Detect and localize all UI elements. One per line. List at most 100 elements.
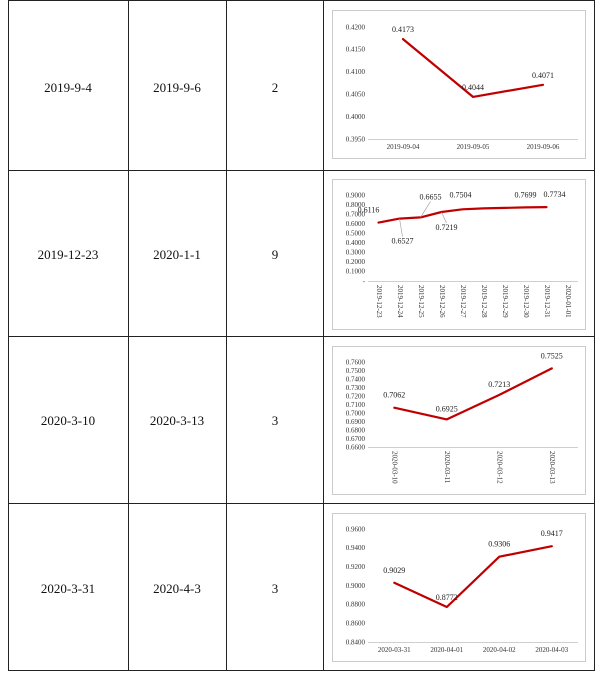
row-2-end-date: 2020-1-1	[153, 247, 201, 262]
y-tick-label: 0.6600	[346, 443, 366, 451]
y-tick-label: 0.6000	[346, 220, 366, 228]
chart-1: 0.4200 0.4150 0.4100 0.4050 0.4000 0.3950 2019…	[346, 23, 578, 151]
y-tick-label: 0.4150	[346, 46, 366, 54]
table-border	[8, 0, 595, 671]
x-tick-label: 2019-12-31	[543, 285, 551, 318]
y-tick-label: 0.3950	[346, 135, 366, 143]
x-tick-label: 2019-12-29	[501, 285, 509, 318]
x-tick-label: 2019-12-24	[396, 285, 404, 318]
x-tick-label: 2019-12-27	[459, 285, 467, 318]
data-label: 0.6655	[420, 192, 442, 201]
chart-4-frame	[332, 513, 586, 662]
row-4-count: 3	[272, 581, 279, 596]
y-tick-label: 0.9600	[346, 525, 366, 533]
y-tick-label: 0.7200	[346, 392, 366, 400]
data-label: 0.4044	[462, 83, 484, 92]
y-tick-label: 0.2000	[346, 258, 366, 266]
data-label: 0.9029	[383, 566, 405, 575]
chart-4: 0.9600 0.9400 0.9200 0.9000 0.8800 0.8600 0.84…	[346, 525, 578, 654]
series-line	[393, 367, 553, 421]
row-2-start-date: 2019-12-23	[38, 247, 99, 262]
row-1-count: 2	[272, 80, 279, 95]
data-label: 0.7062	[383, 391, 405, 400]
y-tick-label: 0.8400	[346, 638, 366, 646]
data-label: 0.8772	[436, 593, 458, 602]
y-tick-label: 0.8000	[346, 201, 366, 209]
chart-3-frame	[332, 346, 586, 495]
x-tick-label: 2019-12-28	[480, 285, 488, 318]
data-label: 0.4173	[392, 25, 414, 34]
data-label-leader	[399, 218, 403, 237]
row-1-start-date: 2019-9-4	[44, 80, 92, 95]
series-line	[401, 37, 545, 99]
x-tick-label: 2019-09-05	[457, 143, 490, 151]
data-label-leader	[441, 211, 447, 224]
y-tick-label: 0.7300	[346, 384, 366, 392]
y-tick-label: 0.1000	[346, 268, 366, 276]
x-tick-label: 2020-04-01	[430, 646, 463, 654]
y-tick-label: 0.3000	[346, 249, 366, 257]
x-tick-label: 2020-03-31	[378, 646, 411, 654]
data-label: 0.7734	[544, 190, 566, 199]
series-line	[393, 545, 553, 609]
x-tick-label: 2019-09-04	[387, 143, 420, 151]
y-tick-label: 0.7400	[346, 375, 366, 383]
y-tick-label: 0.6900	[346, 418, 366, 426]
row-4-end-date: 2020-4-3	[153, 581, 201, 596]
data-label: 0.7699	[515, 190, 537, 199]
y-tick-label: 0.4000	[346, 239, 366, 247]
y-tick-label: 0.5000	[346, 230, 366, 238]
y-tick-label: 0.9000	[346, 191, 366, 199]
y-tick-label: 0.7000	[346, 210, 366, 218]
y-tick-label: 0.9200	[346, 563, 366, 571]
x-tick-label: 2020-04-02	[483, 646, 516, 654]
y-tick-label: 0.4200	[346, 23, 366, 31]
series-line	[377, 206, 548, 224]
chart-2-frame	[332, 179, 586, 330]
data-label: 0.7219	[436, 223, 458, 232]
row-3-start-date: 2020-3-10	[41, 413, 95, 428]
x-tick-label: 2020-03-12	[496, 451, 504, 484]
x-tick-label: 2019-12-30	[522, 285, 530, 318]
x-tick-label: 2019-12-23	[375, 285, 383, 318]
x-tick-label: 2020-04-03	[535, 646, 568, 654]
x-tick-label: 2019-09-06	[527, 143, 560, 151]
y-tick-label: 0.4000	[346, 113, 366, 121]
y-tick-label: 0.9000	[346, 582, 366, 590]
y-tick-label: 0.4100	[346, 68, 366, 76]
y-tick-label: 0.4050	[346, 91, 366, 99]
data-label: 0.6527	[392, 237, 414, 246]
x-tick-label: 2020-03-13	[548, 451, 556, 484]
x-tick-label: 2020-03-10	[391, 451, 399, 484]
y-tick-label: 0.7500	[346, 367, 366, 375]
x-tick-label: 2020-01-01	[564, 285, 572, 318]
row-4-start-date: 2020-3-31	[41, 581, 95, 596]
row-3-count: 3	[272, 413, 279, 428]
y-tick-label: 0.6800	[346, 426, 366, 434]
data-label: 0.9306	[488, 540, 510, 549]
data-label: 0.4071	[532, 71, 554, 80]
row-3-end-date: 2020-3-13	[150, 413, 204, 428]
y-tick-label: 0.9400	[346, 544, 366, 552]
y-tick-label: 0.8800	[346, 601, 366, 609]
y-tick-label: -	[363, 277, 366, 285]
y-tick-label: 0.7100	[346, 401, 366, 409]
data-label: 0.7213	[488, 380, 510, 389]
y-tick-label: 0.6700	[346, 435, 366, 443]
data-label: 0.6925	[436, 404, 458, 413]
data-label-leader	[420, 201, 431, 218]
data-label: 0.7504	[450, 190, 472, 199]
data-label: 0.9417	[541, 529, 563, 538]
x-tick-label: 2020-03-11	[443, 451, 451, 484]
y-tick-label: 0.7000	[346, 409, 366, 417]
data-label: 0.6116	[358, 206, 380, 215]
x-tick-label: 2019-12-25	[417, 285, 425, 318]
data-label: 0.7525	[541, 351, 563, 360]
chart-3: 0.76000.75000.74000.73000.72000.71000.70…	[346, 351, 578, 484]
y-tick-label: 0.8600	[346, 619, 366, 627]
row-2-count: 9	[272, 247, 279, 262]
x-tick-label: 2019-12-26	[438, 285, 446, 318]
